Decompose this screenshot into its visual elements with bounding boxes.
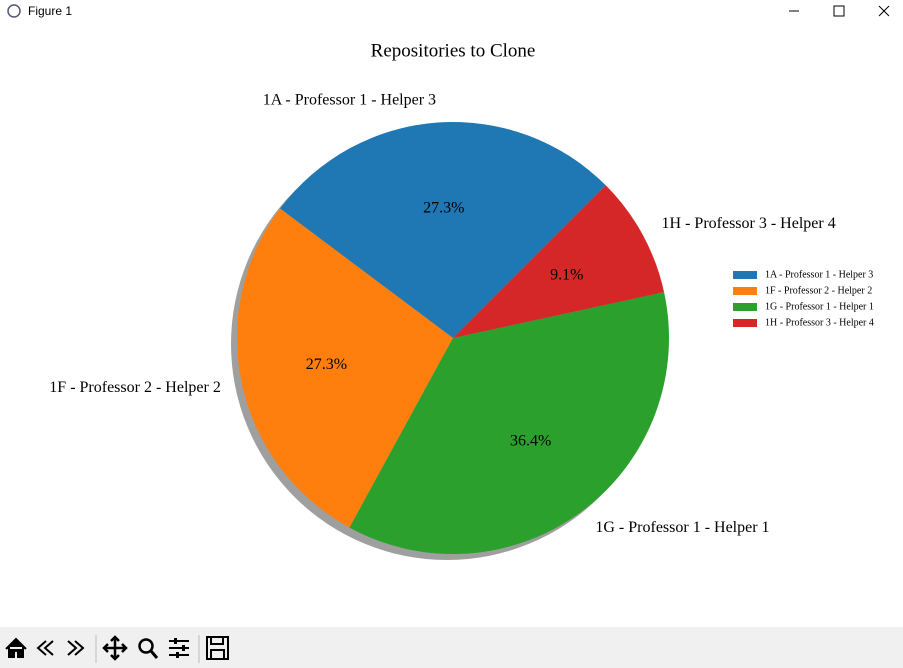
value-label: 27.3%: [423, 199, 464, 216]
save-button[interactable]: [206, 636, 229, 660]
pie-wedge: [453, 185, 665, 338]
value-label: 27.3%: [306, 356, 347, 373]
legend-label: 1G - Professor 1 - Helper 1: [765, 301, 874, 312]
wedge-label: 1G - Professor 1 - Helper 1: [595, 519, 769, 536]
app-icon: [7, 4, 21, 18]
legend-label: 1H - Professor 3 - Helper 4: [765, 317, 874, 328]
home-button[interactable]: [5, 637, 27, 658]
chart: Repositories to Clone 1A - Professor 1 -…: [49, 40, 874, 560]
forward-button[interactable]: [67, 640, 85, 656]
legend-swatch: [733, 287, 757, 295]
wedge-label: 1H - Professor 3 - Helper 4: [662, 215, 836, 232]
toolbar: [0, 627, 903, 668]
close-button[interactable]: [878, 5, 890, 17]
chart-title: Repositories to Clone: [371, 40, 536, 61]
title-bar: Figure 1: [0, 0, 903, 24]
legend-label: 1F - Professor 2 - Helper 2: [765, 285, 872, 296]
legend-swatch: [733, 319, 757, 327]
wedge-label: 1F - Professor 2 - Helper 2: [49, 379, 221, 396]
configure-button[interactable]: [169, 638, 189, 658]
pie-wedge: [237, 208, 453, 528]
pan-button[interactable]: [102, 635, 128, 661]
window-title: Figure 1: [28, 4, 72, 18]
legend-swatch: [733, 271, 757, 279]
wedge-label: 1A - Professor 1 - Helper 3: [263, 92, 436, 109]
pie-wedge: [280, 121, 606, 338]
legend-swatch: [733, 303, 757, 311]
pie-wedge: [349, 292, 669, 555]
legend-label: 1A - Professor 1 - Helper 3: [765, 269, 873, 280]
back-button[interactable]: [36, 640, 54, 656]
zoom-button[interactable]: [138, 638, 159, 659]
value-label: 36.4%: [510, 432, 551, 449]
maximize-button[interactable]: [833, 5, 845, 17]
value-label: 9.1%: [550, 267, 583, 284]
